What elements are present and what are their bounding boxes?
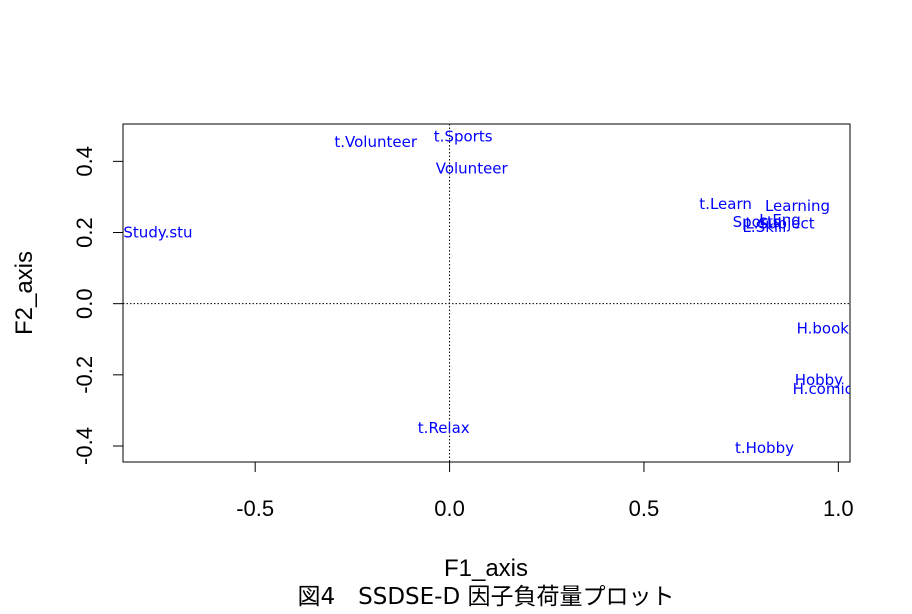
y-tick-label: -0.2 [72,356,97,394]
point-label: Volunteer [436,159,509,177]
point-label: Sports [733,213,781,231]
y-tick-label: 0.2 [72,217,97,248]
x-tick-label: 0.5 [629,496,660,521]
point-label: L.Skill [743,218,787,236]
point-label: L.Subject [745,215,814,233]
point-label: t.Learn [699,195,752,213]
point-label: t.Sports [434,127,493,145]
point-label: t.Volunteer [334,133,417,151]
x-axis-title: F1_axis [444,555,528,582]
point-label: L.Eng [759,211,801,229]
point-label: H.book [797,320,850,338]
y-tick-label: 0.0 [72,288,97,319]
point-label: H.comic [793,380,853,398]
y-axis: -0.4 -0.2 0.0 0.2 0.4 [72,146,124,465]
reference-lines [123,124,850,462]
x-axis: -0.5 0.0 0.5 1.0 [236,461,854,521]
point-labels: t.Volunteer t.Sports Volunteer Study.stu t.L… [123,127,853,457]
y-tick-label: 0.4 [72,146,97,177]
y-axis-title: F2_axis [11,251,38,335]
x-tick-label: 0.0 [434,496,465,521]
chart-title: 図4 SSDSE-D 因子負荷量プロット [298,584,675,610]
point-label: Study.stu [123,224,192,242]
point-label: t.Hobby [735,439,794,457]
point-label: t.Relax [418,419,470,437]
x-tick-label: 1.0 [823,496,854,521]
point-label: Learning [765,197,830,215]
point-label: Hobby [795,371,843,389]
x-tick-label: -0.5 [236,496,274,521]
y-tick-label: -0.4 [72,427,97,465]
